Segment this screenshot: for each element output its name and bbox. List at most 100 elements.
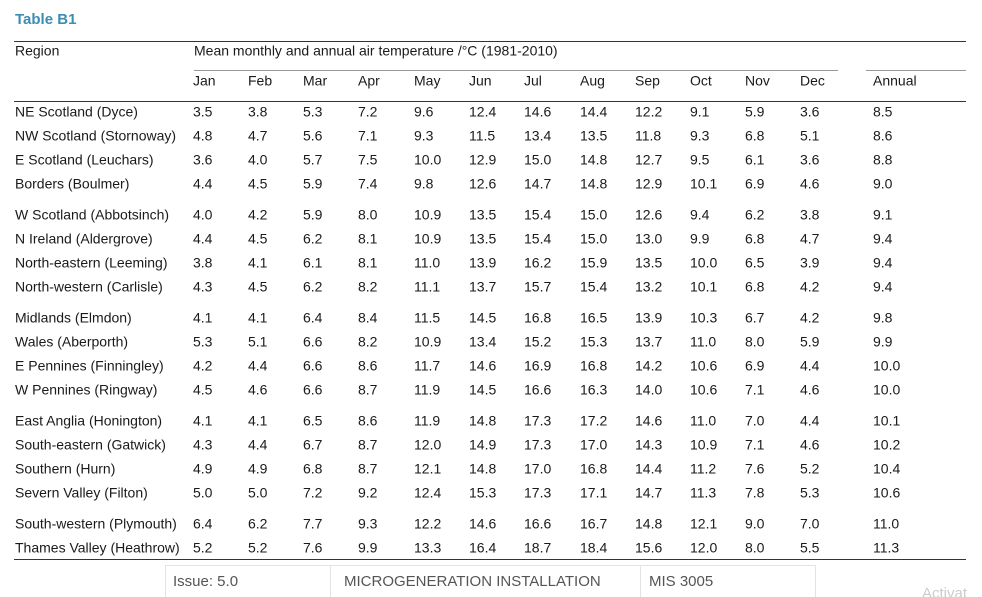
cell-value: 6.4 [193, 516, 213, 532]
cell-value: 6.4 [303, 310, 323, 326]
cell-value: 8.0 [358, 207, 378, 223]
cell-value: 3.9 [800, 255, 820, 271]
cell-value: 14.4 [580, 104, 607, 120]
cell-value: 3.6 [800, 152, 820, 168]
cell-value: 9.0 [873, 176, 893, 192]
region-name: South-western (Plymouth) [15, 516, 177, 532]
cell-value: 4.5 [248, 231, 268, 247]
column-header: May [414, 73, 440, 89]
cell-value: 10.9 [414, 334, 441, 350]
cell-value: 6.5 [303, 413, 323, 429]
cell-value: 5.5 [800, 540, 820, 556]
region-name: Borders (Boulmer) [15, 176, 129, 192]
cell-value: 18.7 [524, 540, 551, 556]
cell-value: 10.6 [690, 358, 717, 374]
cell-value: 6.6 [303, 334, 323, 350]
cell-value: 6.5 [745, 255, 765, 271]
cell-value: 12.0 [690, 540, 717, 556]
column-header: Sep [635, 73, 660, 89]
cell-value: 11.0 [873, 516, 899, 532]
cell-value: 8.4 [358, 310, 378, 326]
cell-value: 4.1 [248, 413, 268, 429]
cell-value: 4.4 [248, 437, 268, 453]
cell-value: 13.5 [469, 231, 496, 247]
cell-value: 12.4 [469, 104, 496, 120]
cell-value: 16.8 [580, 358, 607, 374]
cell-value: 4.4 [800, 413, 820, 429]
cell-value: 7.8 [745, 485, 765, 501]
cell-value: 4.9 [248, 461, 268, 477]
cell-value: 8.6 [358, 413, 378, 429]
region-name: South-eastern (Gatwick) [15, 437, 166, 453]
cell-value: 15.4 [524, 207, 551, 223]
cell-value: 3.5 [193, 104, 213, 120]
cell-value: 8.8 [873, 152, 893, 168]
cell-value: 8.5 [873, 104, 893, 120]
cell-value: 5.0 [248, 485, 268, 501]
cell-value: 13.4 [524, 128, 551, 144]
cell-value: 14.8 [469, 413, 496, 429]
region-name: Severn Valley (Filton) [15, 485, 148, 501]
cell-value: 4.6 [800, 176, 820, 192]
column-header: Oct [690, 73, 712, 89]
cell-value: 16.8 [580, 461, 607, 477]
cell-value: 8.7 [358, 461, 378, 477]
cell-value: 13.5 [635, 255, 662, 271]
cell-value: 14.8 [469, 461, 496, 477]
cell-value: 14.6 [524, 104, 551, 120]
cell-value: 15.3 [469, 485, 496, 501]
cell-value: 17.3 [524, 437, 551, 453]
cell-value: 9.2 [358, 485, 378, 501]
cell-value: 7.1 [745, 382, 765, 398]
column-header: Jan [193, 73, 216, 89]
cell-value: 6.8 [745, 128, 765, 144]
cell-value: 7.6 [745, 461, 765, 477]
cell-value: 10.6 [690, 382, 717, 398]
cell-value: 16.3 [580, 382, 607, 398]
column-header: Annual [873, 73, 917, 89]
cell-value: 4.0 [248, 152, 268, 168]
cell-value: 11.8 [635, 128, 661, 144]
cell-value: 12.4 [414, 485, 441, 501]
cell-value: 5.1 [248, 334, 268, 350]
column-header: Mar [303, 73, 327, 89]
cell-value: 4.1 [193, 310, 213, 326]
column-header: Dec [800, 73, 825, 89]
cell-value: 10.1 [873, 413, 900, 429]
cell-value: 11.0 [690, 413, 716, 429]
cell-value: 12.1 [414, 461, 441, 477]
footer-scheme: MICROGENERATION INSTALLATION [344, 573, 601, 590]
region-name: Midlands (Elmdon) [15, 310, 132, 326]
cell-value: 5.2 [248, 540, 268, 556]
cell-value: 17.0 [580, 437, 607, 453]
column-header: Apr [358, 73, 380, 89]
cell-value: 8.2 [358, 334, 378, 350]
watermark: Activat [922, 585, 968, 597]
cell-value: 5.7 [303, 152, 323, 168]
cell-value: 4.5 [193, 382, 213, 398]
cell-value: 11.9 [414, 413, 440, 429]
cell-value: 4.0 [193, 207, 213, 223]
cell-value: 14.3 [635, 437, 662, 453]
cell-value: 15.7 [524, 279, 551, 295]
cell-value: 4.3 [193, 437, 213, 453]
region-name: North-eastern (Leeming) [15, 255, 168, 271]
cell-value: 15.3 [580, 334, 607, 350]
cell-value: 14.6 [469, 516, 496, 532]
cell-value: 11.7 [414, 358, 440, 374]
cell-value: 4.2 [800, 279, 820, 295]
cell-value: 12.9 [469, 152, 496, 168]
cell-value: 8.1 [358, 255, 378, 271]
cell-value: 9.3 [690, 128, 710, 144]
cell-value: 16.6 [524, 382, 551, 398]
region-name: N Ireland (Aldergrove) [15, 231, 153, 247]
cell-value: 12.0 [414, 437, 441, 453]
cell-value: 6.8 [745, 279, 765, 295]
cell-value: 5.3 [193, 334, 213, 350]
cell-value: 7.2 [303, 485, 323, 501]
cell-value: 13.7 [635, 334, 662, 350]
cell-value: 6.7 [745, 310, 765, 326]
cell-value: 6.2 [745, 207, 765, 223]
cell-value: 8.6 [873, 128, 893, 144]
